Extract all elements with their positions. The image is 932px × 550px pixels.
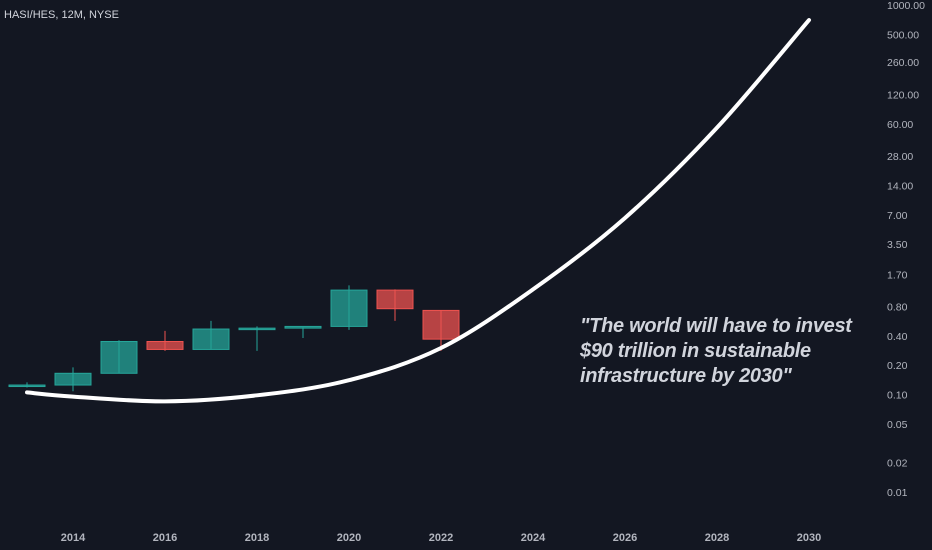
candle-2015 — [100, 340, 138, 374]
candle-body — [100, 340, 138, 374]
candles-group — [8, 285, 460, 392]
candle-body — [376, 289, 414, 310]
y-tick-label: 1000.00 — [887, 0, 925, 12]
y-tick-label: 0.40 — [887, 331, 908, 343]
candle-body — [422, 309, 460, 340]
y-tick-label: 0.20 — [887, 360, 908, 372]
candle-2020 — [330, 285, 368, 330]
x-tick-label: 2030 — [797, 532, 821, 544]
candle-body — [54, 372, 92, 386]
x-tick-label: 2024 — [521, 532, 546, 544]
x-tick-label: 2020 — [337, 532, 361, 544]
y-tick-label: 3.50 — [887, 239, 908, 251]
x-tick-label: 2018 — [245, 532, 269, 544]
x-tick-label: 2016 — [153, 532, 177, 544]
y-tick-label: 0.01 — [887, 487, 908, 499]
y-tick-label: 0.10 — [887, 389, 908, 401]
candle-body — [238, 327, 276, 331]
quote-annotation: "The world will have to invest $90 trill… — [580, 315, 852, 387]
y-axis: 1000.00 500.00 260.00 120.00 60.00 28.00 14.00… — [887, 0, 925, 499]
y-tick-label: 120.00 — [887, 90, 919, 102]
candle-2022 — [422, 309, 460, 351]
y-tick-label: 500.00 — [887, 29, 919, 41]
y-tick-label: 0.02 — [887, 458, 908, 470]
x-tick-label: 2022 — [429, 532, 453, 544]
candle-body — [8, 384, 46, 388]
candle-2016 — [146, 330, 184, 351]
x-axis: 2014 2016 2018 2020 2022 2024 2026 2028 2030 — [61, 532, 821, 544]
candle-2013 — [8, 382, 46, 388]
y-tick-label: 1.70 — [887, 270, 908, 282]
candle-2019 — [284, 325, 322, 339]
y-tick-label: 260.00 — [887, 57, 919, 69]
y-tick-label: 0.05 — [887, 419, 908, 431]
candle-body — [284, 325, 322, 329]
y-tick-label: 7.00 — [887, 210, 908, 222]
candle-2014 — [54, 367, 92, 392]
x-tick-label: 2026 — [613, 532, 637, 544]
y-tick-label: 0.80 — [887, 302, 908, 314]
y-tick-label: 14.00 — [887, 181, 913, 193]
x-tick-label: 2028 — [705, 532, 729, 544]
candle-body — [146, 340, 184, 350]
x-tick-label: 2014 — [61, 532, 86, 544]
candle-2021 — [376, 289, 414, 321]
y-tick-label: 60.00 — [887, 119, 913, 131]
trend-curve — [25, 18, 811, 404]
symbol-title: HASI/HES, 12M, NYSE — [4, 9, 119, 21]
y-tick-label: 28.00 — [887, 151, 913, 163]
candle-body — [192, 328, 230, 350]
candle-2018 — [238, 326, 276, 351]
candle-2017 — [192, 320, 230, 350]
candle-body — [330, 289, 368, 327]
